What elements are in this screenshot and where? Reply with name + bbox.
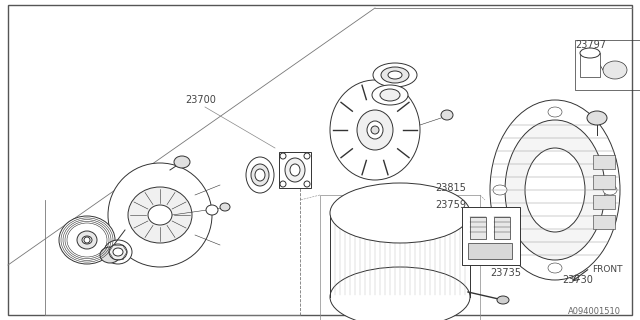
Text: 23815: 23815 bbox=[435, 183, 466, 193]
Ellipse shape bbox=[285, 158, 305, 182]
Ellipse shape bbox=[372, 85, 408, 105]
Ellipse shape bbox=[128, 187, 192, 243]
Ellipse shape bbox=[100, 247, 120, 263]
Ellipse shape bbox=[304, 153, 310, 159]
Text: 23730: 23730 bbox=[562, 275, 593, 285]
Ellipse shape bbox=[371, 126, 379, 134]
Ellipse shape bbox=[381, 67, 409, 83]
Ellipse shape bbox=[113, 248, 123, 256]
Ellipse shape bbox=[255, 169, 265, 181]
Bar bbox=[279, 152, 311, 188]
Ellipse shape bbox=[280, 181, 286, 187]
Bar bbox=[575, 40, 640, 90]
Ellipse shape bbox=[380, 89, 400, 101]
Ellipse shape bbox=[580, 48, 600, 58]
Ellipse shape bbox=[357, 110, 393, 150]
Ellipse shape bbox=[603, 185, 617, 195]
Bar bbox=[320, 195, 480, 320]
Ellipse shape bbox=[587, 111, 607, 125]
Ellipse shape bbox=[104, 240, 132, 264]
Ellipse shape bbox=[493, 185, 507, 195]
Text: FRONT: FRONT bbox=[592, 265, 623, 274]
Bar bbox=[580, 53, 600, 77]
Text: 23700: 23700 bbox=[185, 95, 216, 105]
Ellipse shape bbox=[82, 236, 92, 244]
Ellipse shape bbox=[109, 244, 127, 260]
Ellipse shape bbox=[441, 110, 453, 120]
Ellipse shape bbox=[59, 216, 115, 264]
Ellipse shape bbox=[603, 61, 627, 79]
Ellipse shape bbox=[206, 205, 218, 215]
Text: 23797: 23797 bbox=[575, 40, 606, 50]
Text: A094001510: A094001510 bbox=[568, 307, 621, 316]
Ellipse shape bbox=[505, 120, 605, 260]
Ellipse shape bbox=[373, 63, 417, 87]
Ellipse shape bbox=[290, 164, 300, 176]
Ellipse shape bbox=[548, 107, 562, 117]
Ellipse shape bbox=[330, 183, 470, 243]
Ellipse shape bbox=[246, 157, 274, 193]
Bar bbox=[593, 215, 615, 229]
Ellipse shape bbox=[280, 153, 286, 159]
Ellipse shape bbox=[548, 263, 562, 273]
Bar bbox=[470, 217, 486, 239]
Ellipse shape bbox=[525, 148, 585, 232]
Ellipse shape bbox=[497, 296, 509, 304]
Bar bbox=[462, 207, 520, 265]
Ellipse shape bbox=[330, 80, 420, 180]
Ellipse shape bbox=[330, 267, 470, 320]
Text: 23759: 23759 bbox=[435, 200, 466, 210]
Bar bbox=[593, 195, 615, 209]
Ellipse shape bbox=[77, 231, 97, 249]
Ellipse shape bbox=[84, 237, 90, 243]
Ellipse shape bbox=[148, 205, 172, 225]
Ellipse shape bbox=[174, 156, 190, 168]
Ellipse shape bbox=[367, 121, 383, 139]
Ellipse shape bbox=[220, 203, 230, 211]
Bar bbox=[593, 155, 615, 169]
Bar bbox=[494, 217, 510, 239]
Ellipse shape bbox=[304, 181, 310, 187]
Ellipse shape bbox=[490, 100, 620, 280]
Ellipse shape bbox=[251, 164, 269, 186]
Text: 23735: 23735 bbox=[490, 268, 521, 278]
Ellipse shape bbox=[388, 71, 402, 79]
Bar bbox=[593, 175, 615, 189]
Bar bbox=[468, 243, 512, 259]
Ellipse shape bbox=[108, 163, 212, 267]
